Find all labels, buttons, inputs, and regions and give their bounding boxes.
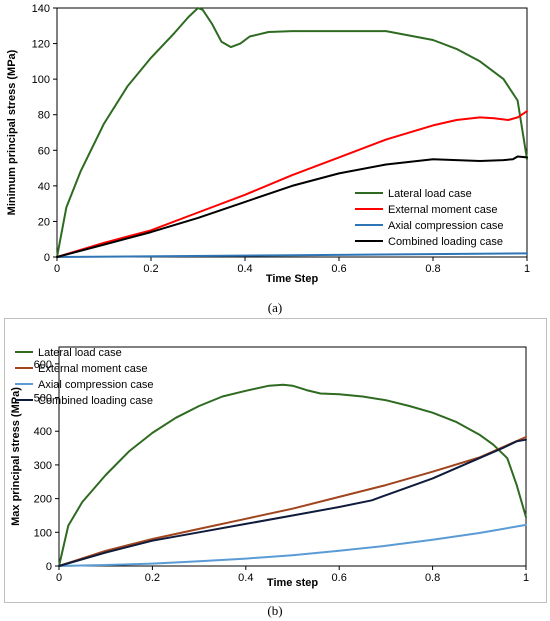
y-axis-title: Max principal stress (MPa) xyxy=(10,387,22,526)
x-tick-label: 0.8 xyxy=(425,572,440,584)
series-line-external-moment-case xyxy=(58,436,527,567)
y-tick-label: 500 xyxy=(34,393,52,405)
legend-label: Lateral load case xyxy=(38,347,122,359)
legend-label: External moment case xyxy=(388,204,497,216)
x-tick-label: 0.6 xyxy=(331,263,346,275)
x-tick-label: 0.4 xyxy=(238,572,253,584)
legend-label: Axial compression case xyxy=(38,379,154,391)
x-tick-label: 0.2 xyxy=(143,263,158,275)
plot-frame xyxy=(56,7,528,258)
y-tick-label: 40 xyxy=(38,181,50,193)
legend-label: External moment case xyxy=(38,363,147,375)
y-tick-label: 140 xyxy=(32,3,50,15)
series-line-lateral-load-case xyxy=(56,7,528,258)
y-tick-label: 100 xyxy=(32,74,50,86)
y-tick-label: 80 xyxy=(38,110,50,122)
y-tick-label: 20 xyxy=(38,216,50,228)
legend-label: Axial compression case xyxy=(388,220,504,232)
x-tick-label: 0 xyxy=(54,263,60,275)
chart-panel-b: 0 100 200 300 400 500 600 0 0.2 0.4 0.6 0.8 1 Time st… xyxy=(4,318,547,603)
legend-label: Combined loading case xyxy=(388,236,503,248)
series-line-external-moment-case xyxy=(56,110,528,258)
series-line-lateral-load-case xyxy=(58,383,527,567)
x-tick-label: 0.6 xyxy=(332,572,347,584)
y-tick-label: 60 xyxy=(38,145,50,157)
y-tick-label: 300 xyxy=(34,460,52,472)
series-line-combined-loading-case xyxy=(58,438,527,567)
series-line-axial-compression-case xyxy=(58,523,527,567)
x-tick-label: 1 xyxy=(524,263,530,275)
legend-label: Combined loading case xyxy=(38,395,153,407)
y-tick-label: 0 xyxy=(44,252,50,264)
x-tick-label: 0.4 xyxy=(237,263,252,275)
chart-panel-a: 0 20 40 60 80 100 120 140 0 0.2 0.4 0.6 0.8 1 Time Ste… xyxy=(0,0,550,296)
series-line-combined-loading-case xyxy=(56,155,528,258)
y-tick-label: 200 xyxy=(34,494,52,506)
caption-b: (b) xyxy=(267,603,283,618)
x-tick-label: 0.2 xyxy=(145,572,160,584)
y-axis-title: Minimum principal stress (MPa) xyxy=(6,49,18,215)
y-tick-label: 400 xyxy=(34,426,52,438)
x-tick-label: 0.8 xyxy=(425,263,440,275)
chart-a-svg: 0 20 40 60 80 100 120 140 0 0.2 0.4 0.6 0.8 1 Time Ste… xyxy=(6,3,530,285)
x-axis-title: Time Step xyxy=(266,273,319,285)
x-tick-label: 0 xyxy=(56,572,62,584)
x-tick-label: 1 xyxy=(523,572,529,584)
y-tick-label: 600 xyxy=(34,359,52,371)
y-tick-label: 100 xyxy=(34,527,52,539)
chart-b-svg: 0 100 200 300 400 500 600 0 0.2 0.4 0.6 0.8 1 Time st… xyxy=(10,346,529,589)
caption-a: (a) xyxy=(267,300,283,315)
legend-label: Lateral load case xyxy=(388,188,472,200)
y-tick-label: 120 xyxy=(32,39,50,51)
x-axis-title: Time step xyxy=(267,577,318,589)
y-tick-label: 0 xyxy=(46,561,52,573)
plot-frame xyxy=(58,346,527,567)
series-line-axial-compression-case xyxy=(56,252,528,258)
